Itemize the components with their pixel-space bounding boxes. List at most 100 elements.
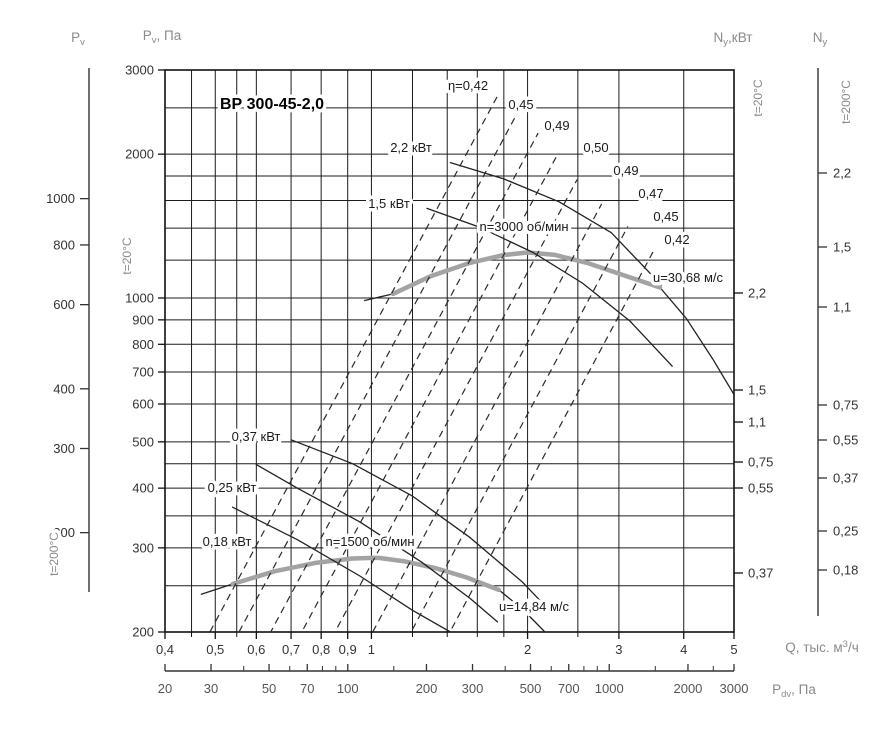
pdv-tick-label: 300 bbox=[462, 681, 484, 696]
efficiency-label-2: 0,49 bbox=[544, 118, 569, 133]
efficiency-label-1: 0,45 bbox=[508, 97, 533, 112]
power-200c-tick-label: 0,25 bbox=[833, 524, 858, 539]
pressure-20c-axis-title: Pv, Па bbox=[143, 28, 182, 46]
power-curve-2-2kw bbox=[449, 161, 662, 286]
pdv-tick-label: 3000 bbox=[720, 681, 749, 696]
power-axis-20c: 2,2 1,5 1,1 0,75 0,55 0,37 bbox=[734, 286, 773, 581]
power-curve-0-25kw bbox=[255, 463, 499, 623]
power-200c-tick-label: 1,1 bbox=[833, 300, 851, 315]
power-20c-tick-label: 0,75 bbox=[748, 455, 773, 470]
flow-tick-label: 3 bbox=[615, 642, 622, 657]
label-power-0-18: 0,18 кВт bbox=[203, 534, 252, 549]
flow-tick-label: 4 bbox=[680, 642, 687, 657]
efficiency-label-6: 0,45 bbox=[653, 209, 678, 224]
power-200c-tick-label: 2,2 bbox=[833, 166, 851, 181]
efficiency-line-0 bbox=[209, 93, 500, 632]
power-200c-tick-label: 0,75 bbox=[833, 398, 858, 413]
pdv-tick-label: 50 bbox=[262, 681, 276, 696]
label-power-0-37: 0,37 кВт bbox=[232, 429, 281, 444]
pdv-tick-label: 70 bbox=[300, 681, 314, 696]
pressure-tick-label: 600 bbox=[132, 397, 154, 412]
power-200c-tick-label: 0,37 bbox=[833, 471, 858, 486]
pressure-tick-label: 200 bbox=[132, 625, 154, 640]
pressure-tick-label: 700 bbox=[132, 365, 154, 380]
right-t200-label: t=200°C bbox=[839, 80, 853, 124]
annotations-layer: ВР 300-45-2,0 2,2 кВт 1,5 кВт n=3000 об/мин… bbox=[44, 75, 857, 618]
label-power-1-5: 1,5 кВт bbox=[368, 196, 410, 211]
power-curve-0-37kw bbox=[290, 439, 542, 602]
pressure-tick-label: 800 bbox=[132, 337, 154, 352]
label-power-0-25: 0,25 кВт bbox=[208, 480, 257, 495]
efficiency-label-7: 0,42 bbox=[664, 232, 689, 247]
label-tip-speed-3000: u=30,68 м/с bbox=[653, 270, 724, 285]
efficiency-line-6 bbox=[410, 226, 629, 632]
efficiency-label-0: η=0,42 bbox=[448, 78, 488, 93]
pdv-tick-label: 500 bbox=[520, 681, 542, 696]
right-t20-label: t=20°C bbox=[751, 79, 765, 116]
power-20c-tick-label: 1,5 bbox=[748, 383, 766, 398]
pdv-tick-label: 1000 bbox=[595, 681, 624, 696]
flow-tick-label: 0,9 bbox=[339, 642, 357, 657]
power-200c-tick-label: 0,18 bbox=[833, 563, 858, 578]
pressure-axis-20c: 3000 2000 1000 900 800 700 600 500 400 300 200 bbox=[125, 63, 165, 640]
flow-axis: 0,4 0,5 0,6 0,7 0,8 0,9 1 2 3 4 5 bbox=[156, 632, 738, 657]
left-t200-label: t=200°C bbox=[47, 532, 61, 576]
pressure-axis-200c: 1000 800 600 400 300 200 bbox=[46, 68, 90, 592]
pressure-200c-tick-label: 600 bbox=[53, 297, 75, 312]
power-20c-tick-label: 2,2 bbox=[748, 286, 766, 301]
efficiency-line-2 bbox=[270, 132, 539, 632]
pdv-axis-title: Pdv, Па bbox=[772, 682, 816, 700]
power-20c-tick-label: 0,55 bbox=[748, 481, 773, 496]
efficiency-line-1 bbox=[238, 112, 518, 632]
label-tip-speed-1500: u=14,84 м/с bbox=[499, 599, 570, 614]
flow-tick-label: 2 bbox=[524, 642, 531, 657]
efficiency-line-3 bbox=[302, 155, 558, 630]
pressure-200c-tick-label: 200 bbox=[53, 525, 75, 540]
pressure-tick-label: 1000 bbox=[125, 290, 154, 305]
pressure-tick-label: 400 bbox=[132, 481, 154, 496]
efficiency-line-4 bbox=[336, 179, 578, 628]
pressure-200c-tick-label: 800 bbox=[53, 237, 75, 252]
flow-axis-title: Q, тыс. м3/ч bbox=[785, 639, 859, 655]
pressure-tick-label: 3000 bbox=[125, 63, 154, 78]
efficiency-label-5: 0,47 bbox=[638, 186, 663, 201]
pressure-200c-axis-title: Pv bbox=[71, 30, 85, 48]
pressure-200c-tick-label: 400 bbox=[53, 381, 75, 396]
power-curve-1-5kw bbox=[426, 207, 673, 367]
power-20c-axis-title: Ny,кВт bbox=[714, 30, 753, 48]
pressure-tick-label: 900 bbox=[132, 312, 154, 327]
operating-segment-n1500 bbox=[230, 555, 502, 593]
power-axis-200c: 2,2 1,5 1,1 0,75 0,55 0,37 0,25 0,18 bbox=[817, 68, 858, 616]
left-t20-label: t=20°C bbox=[120, 237, 134, 274]
operating-segment-n3000 bbox=[390, 250, 663, 297]
flow-tick-label: 5 bbox=[730, 642, 737, 657]
dynamic-pressure-axis: 20 30 50 70 100 200 300 500 700 1000 2000 3000 bbox=[158, 664, 749, 696]
pdv-tick-label: 100 bbox=[337, 681, 359, 696]
efficiency-label-3: 0,50 bbox=[583, 140, 608, 155]
flow-tick-label: 0,5 bbox=[206, 642, 224, 657]
flow-tick-label: 0,8 bbox=[312, 642, 330, 657]
flow-tick-label: 0,7 bbox=[282, 642, 300, 657]
efficiency-line-7 bbox=[449, 250, 655, 632]
label-power-2-2: 2,2 кВт bbox=[390, 140, 432, 155]
pdv-tick-label: 30 bbox=[204, 681, 218, 696]
efficiency-label-4: 0,49 bbox=[613, 163, 638, 178]
power-20c-tick-label: 1,1 bbox=[748, 415, 766, 430]
flow-tick-label: 0,6 bbox=[247, 642, 265, 657]
curves-layer bbox=[200, 93, 734, 632]
chart-title: ВР 300-45-2,0 bbox=[220, 96, 324, 113]
power-200c-tick-label: 1,5 bbox=[833, 240, 851, 255]
pdv-tick-label: 700 bbox=[558, 681, 580, 696]
pdv-tick-label: 20 bbox=[158, 681, 172, 696]
pressure-200c-tick-label: 1000 bbox=[46, 191, 75, 206]
flow-tick-label: 1 bbox=[368, 642, 375, 657]
label-speed-1500: n=1500 об/мин bbox=[325, 534, 414, 549]
label-speed-3000: n=3000 об/мин bbox=[479, 219, 568, 234]
pdv-tick-label: 200 bbox=[416, 681, 438, 696]
efficiency-line-5 bbox=[372, 203, 603, 632]
pressure-200c-tick-label: 300 bbox=[53, 441, 75, 456]
power-200c-axis-title: Ny bbox=[813, 30, 828, 48]
fan-curve-n1500 bbox=[200, 557, 546, 632]
